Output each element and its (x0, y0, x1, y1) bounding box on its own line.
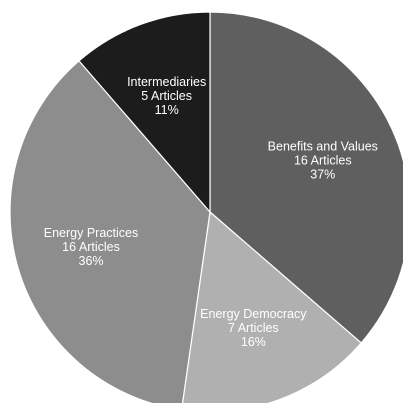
slice-percent-intermediaries: 11% (155, 103, 179, 117)
slice-percent-energy-democracy: 16% (241, 335, 266, 349)
slice-label-energy-practices: Energy Practices (44, 226, 138, 240)
slice-count-intermediaries: 5 Articles (141, 89, 192, 103)
pie-slice-energy-practices (9, 60, 211, 403)
pie-slice-energy-democracy (181, 210, 362, 403)
slice-count-energy-practices: 16 Articles (62, 240, 120, 254)
slice-count-energy-democracy: 7 Articles (228, 321, 279, 335)
slice-label-energy-democracy: Energy Democracy (200, 307, 307, 321)
pie-slice-benefits-and-values (209, 11, 403, 344)
slice-label-intermediaries: Intermediaries (127, 75, 206, 89)
slice-label-benefits-and-values: Benefits and Values (268, 139, 378, 153)
slice-percent-benefits-and-values: 37% (310, 167, 335, 181)
slices-layer (9, 11, 403, 403)
pie-slice-intermediaries (78, 11, 211, 214)
slice-count-benefits-and-values: 16 Articles (294, 153, 352, 167)
slice-percent-energy-practices: 36% (79, 254, 104, 268)
